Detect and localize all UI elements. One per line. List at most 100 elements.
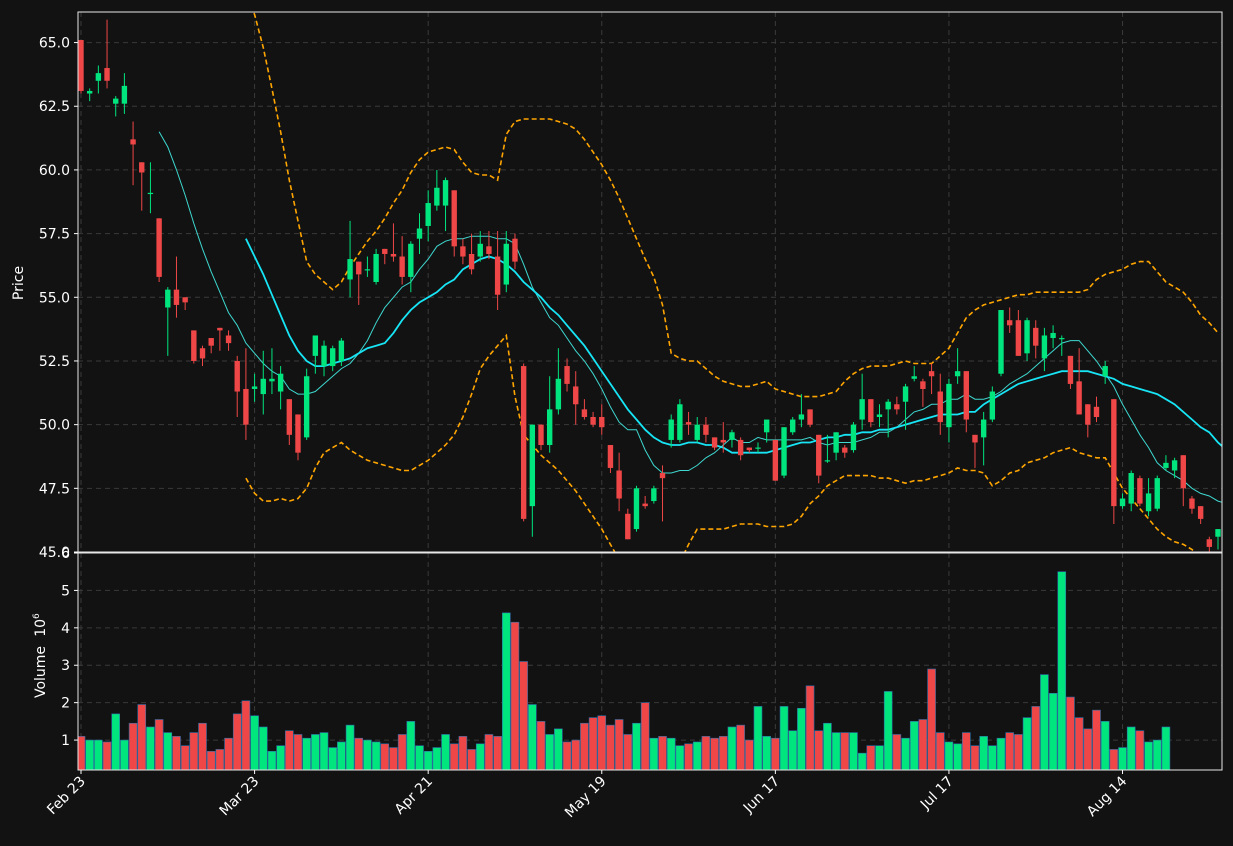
volume-bar: [753, 706, 763, 770]
volume-bar: [614, 719, 624, 770]
volume-bar: [1040, 674, 1049, 770]
candle-body: [295, 414, 301, 453]
candle-body: [243, 388, 249, 425]
candle-body: [902, 386, 909, 402]
candle-body: [373, 253, 379, 282]
candle-body: [1128, 473, 1134, 504]
volume-bar: [406, 721, 416, 770]
candle-body: [859, 399, 865, 420]
candle-body: [460, 246, 466, 257]
candle-body: [599, 417, 605, 428]
candle-body: [147, 192, 154, 195]
price-tick-label: 60.0: [39, 163, 70, 179]
candle-body: [520, 366, 527, 519]
volume-bar: [944, 741, 954, 770]
volume-bar: [311, 734, 320, 770]
volume-bar: [328, 747, 337, 770]
volume-bar: [545, 734, 554, 770]
candle-body: [156, 218, 162, 277]
candle-body: [1111, 399, 1117, 507]
volume-bar: [354, 737, 364, 770]
candle-body: [451, 190, 457, 247]
price-tick-label: 65.0: [39, 36, 70, 52]
candle-body: [217, 327, 223, 331]
volume-bar: [441, 734, 450, 770]
volume-bar: [883, 691, 893, 770]
price-tick-label: 57.5: [39, 227, 70, 243]
candle-body: [659, 473, 666, 479]
candle-body: [842, 447, 848, 453]
volume-bar: [814, 730, 824, 770]
volume-bar: [206, 750, 216, 770]
volume-bar: [1152, 739, 1162, 770]
price-tick-label: 45.0: [39, 545, 70, 561]
volume-bar: [85, 739, 94, 770]
price-panel-frame: [77, 11, 1223, 553]
volume-bar: [389, 747, 398, 770]
volume-bar: [927, 668, 936, 770]
candle-body: [113, 98, 119, 104]
volume-bar: [484, 734, 494, 770]
candle-body: [1137, 478, 1143, 504]
volume-bar: [415, 745, 424, 770]
volume-bar: [1005, 732, 1014, 770]
volume-bar: [675, 745, 685, 770]
candle-body: [1102, 366, 1108, 377]
candle-body: [894, 404, 900, 410]
candle-body: [1145, 493, 1152, 512]
volume-bar: [762, 736, 771, 770]
volume-bar: [458, 736, 468, 770]
volume-bar: [1031, 706, 1041, 770]
volume-bar: [293, 734, 303, 770]
volume-bar: [996, 737, 1006, 770]
volume-bar: [918, 719, 928, 770]
candle-body: [86, 90, 93, 94]
upper-band-line: [252, 12, 1219, 398]
volume-bar: [128, 722, 138, 770]
candle-body: [286, 399, 292, 435]
candle-body: [1076, 381, 1082, 415]
volume-bar: [510, 621, 520, 770]
candle-body: [755, 447, 761, 449]
volume-bar: [1109, 749, 1119, 770]
volume-bar: [250, 715, 259, 770]
candle-body: [347, 259, 353, 280]
candle-body: [95, 73, 102, 81]
volume-bar: [597, 715, 607, 770]
price-tick-label: 52.5: [39, 354, 70, 370]
volume-bar: [345, 724, 355, 770]
candle-body: [1024, 320, 1030, 354]
volume-bar: [588, 717, 598, 770]
candlesticks: [78, 19, 1221, 552]
candle-body: [78, 40, 84, 91]
candle-body: [677, 404, 683, 440]
candle-body: [104, 68, 110, 81]
volume-bar: [1144, 741, 1153, 770]
volume-bar: [319, 732, 329, 770]
volume-bar: [623, 734, 633, 770]
volume-axis-label: Volume: [33, 646, 49, 698]
candle-body: [807, 409, 813, 425]
volume-bar: [215, 749, 225, 770]
volume-bar: [467, 749, 476, 770]
volume-bar: [857, 752, 867, 770]
volume-bar: [701, 736, 711, 770]
candle-body: [573, 386, 579, 405]
volume-bar: [120, 739, 129, 770]
candle-body: [277, 373, 284, 392]
volume-bar: [710, 737, 719, 770]
volume-bar: [1135, 730, 1145, 770]
volume-bar: [892, 734, 902, 770]
volume-bar: [180, 745, 190, 770]
volume-bar: [519, 661, 528, 770]
volume-bar: [232, 713, 242, 770]
volume-tick-label: 3: [61, 658, 70, 674]
volume-bar: [718, 736, 728, 770]
candle-body: [720, 439, 726, 443]
candle-body: [980, 419, 987, 438]
candle-body: [1067, 355, 1074, 384]
candle-body: [303, 376, 310, 438]
volume-bar: [666, 737, 676, 770]
volume-bar: [779, 706, 789, 770]
